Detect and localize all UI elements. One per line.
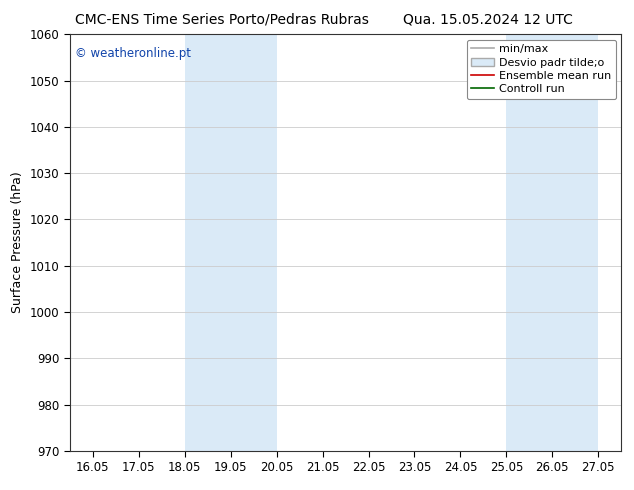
Text: CMC-ENS Time Series Porto/Pedras Rubras: CMC-ENS Time Series Porto/Pedras Rubras — [75, 12, 369, 26]
Text: © weatheronline.pt: © weatheronline.pt — [75, 47, 191, 60]
Text: Qua. 15.05.2024 12 UTC: Qua. 15.05.2024 12 UTC — [403, 12, 573, 26]
Y-axis label: Surface Pressure (hPa): Surface Pressure (hPa) — [11, 172, 24, 314]
Bar — [184, 34, 276, 451]
Legend: min/max, Desvio padr tilde;o, Ensemble mean run, Controll run: min/max, Desvio padr tilde;o, Ensemble m… — [467, 40, 616, 99]
Bar — [507, 34, 598, 451]
